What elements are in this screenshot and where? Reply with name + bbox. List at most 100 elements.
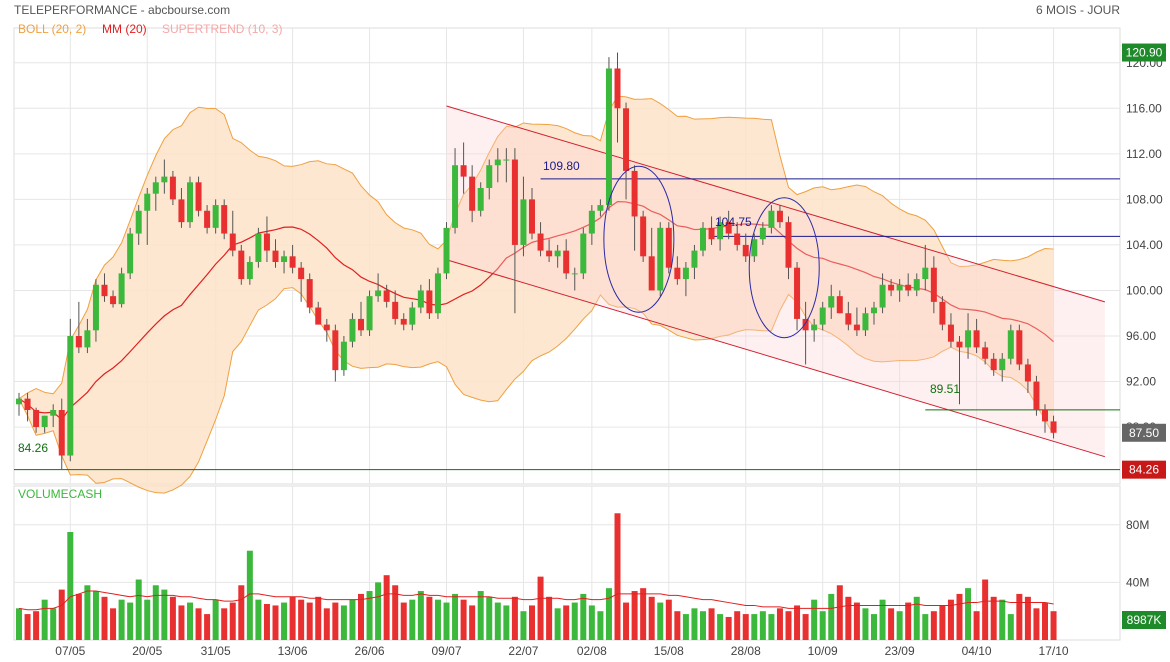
- candle-body: [349, 318, 356, 342]
- level-a-label: 109.80: [543, 159, 580, 173]
- annotation-circles: [603, 165, 820, 339]
- candle-body: [33, 410, 40, 428]
- volume-bar: [802, 614, 809, 640]
- volume-bar: [409, 599, 416, 640]
- volume-bar: [135, 579, 142, 640]
- candle-body: [75, 336, 82, 348]
- volume-bar: [110, 608, 117, 640]
- candle-body: [263, 233, 270, 251]
- candle-body: [802, 318, 809, 331]
- volume-bar: [417, 591, 424, 640]
- volume-bar: [238, 585, 245, 640]
- volume-bar: [323, 608, 330, 640]
- volume-bar: [529, 605, 535, 640]
- candle-body: [546, 250, 553, 257]
- volume-bar: [400, 602, 407, 640]
- volume-bar: [340, 605, 347, 640]
- candle-body: [24, 398, 31, 410]
- candle-body: [503, 159, 510, 161]
- candle-body: [289, 256, 296, 268]
- price-tick-label: 108.00: [1126, 192, 1163, 206]
- volume-bar: [742, 614, 749, 640]
- volume-bar: [879, 599, 886, 640]
- candle-body: [896, 284, 903, 291]
- candle-body: [605, 68, 612, 206]
- axis-ticks: 120.00116.00112.00108.00104.00100.0096.0…: [55, 56, 1163, 658]
- candle-body: [640, 216, 647, 257]
- volume-bar: [255, 599, 262, 640]
- volume-bar: [494, 602, 501, 640]
- volume-bar: [281, 602, 288, 640]
- candle-body: [16, 398, 22, 405]
- candle-body: [144, 193, 151, 211]
- candle-body: [879, 284, 886, 308]
- volume-bar: [289, 596, 296, 640]
- volume-bar: [272, 605, 279, 640]
- volume-bar: [460, 599, 467, 640]
- candle-body: [930, 267, 937, 302]
- volume-bar: [477, 591, 484, 640]
- candle-body: [811, 324, 818, 331]
- candle-body: [272, 250, 279, 262]
- candle-body: [298, 267, 305, 280]
- channel-lower-line: [446, 259, 1105, 458]
- volume-bar: [229, 602, 236, 640]
- volume-tick-label: 40M: [1126, 575, 1149, 589]
- candle-body: [383, 290, 390, 302]
- candle-body: [888, 284, 895, 291]
- candle-body: [905, 284, 912, 291]
- volume-bar: [263, 604, 270, 640]
- volume-bar: [580, 593, 587, 640]
- candle-body: [101, 284, 108, 297]
- legend-supertrend: SUPERTREND (10, 3): [162, 22, 282, 36]
- volume-bar: [152, 585, 159, 640]
- candle-body: [443, 227, 450, 274]
- volume-bar: [725, 616, 732, 640]
- candle-body: [84, 330, 91, 348]
- date-tick-label: 20/05: [132, 644, 162, 658]
- price-tick-label: 116.00: [1126, 101, 1162, 115]
- candle-body: [845, 313, 852, 325]
- candle-body: [340, 341, 347, 371]
- candle-body: [922, 267, 929, 280]
- volume-bar: [588, 605, 595, 640]
- date-tick-label: 28/08: [731, 644, 761, 658]
- candle-body: [665, 227, 672, 268]
- candle-body: [725, 222, 732, 234]
- volume-tick-label: 80M: [1126, 518, 1149, 532]
- chart-period: 6 MOIS - JOUR: [1036, 3, 1120, 17]
- candles: [16, 52, 1057, 470]
- candle-body: [400, 318, 407, 325]
- volume-bar: [623, 602, 630, 640]
- candle-body: [1024, 364, 1031, 382]
- candle-body: [409, 307, 416, 325]
- candle-body: [1016, 330, 1023, 365]
- candle-body: [768, 210, 775, 228]
- candle-body: [452, 165, 459, 228]
- volume-bar: [605, 588, 612, 640]
- candle-body: [794, 267, 801, 319]
- volume-bar: [169, 596, 176, 640]
- candle-body: [537, 233, 544, 251]
- candle-body: [871, 307, 877, 314]
- volume-bar: [930, 611, 937, 640]
- volume-bar: [717, 614, 724, 640]
- volume-bar: [554, 608, 561, 640]
- candle-body: [836, 296, 843, 314]
- candle-body: [417, 290, 424, 308]
- date-tick-label: 22/07: [508, 644, 538, 658]
- volume-bar: [187, 602, 193, 640]
- volume-bar: [990, 596, 997, 640]
- date-tick-label: 31/05: [201, 644, 231, 658]
- volume-bar: [896, 611, 903, 640]
- candle-body: [965, 330, 972, 348]
- volume-bar: [922, 614, 929, 640]
- volume-bar: [640, 588, 647, 640]
- price-tick-label: 92.00: [1126, 375, 1156, 389]
- candle-body: [1033, 381, 1040, 410]
- volume-title: VOLUMECASH: [18, 487, 102, 501]
- candle-body: [58, 410, 65, 456]
- volume-bar: [443, 602, 450, 640]
- volume-bar: [92, 591, 99, 640]
- candle-body: [67, 336, 74, 456]
